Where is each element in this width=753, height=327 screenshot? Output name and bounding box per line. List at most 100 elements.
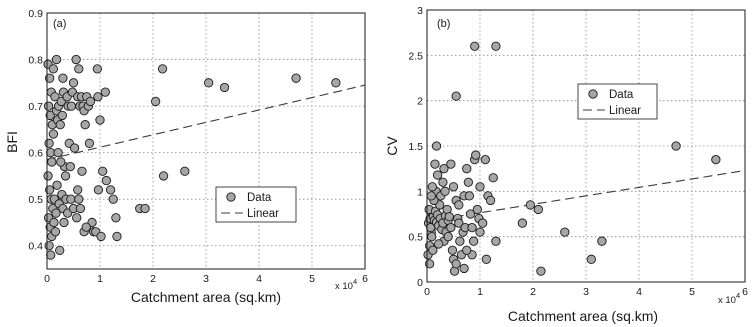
cv-data-point <box>467 222 477 233</box>
cv-data-point <box>475 182 485 192</box>
bfi-data-point <box>60 171 71 181</box>
bfi-data-point <box>55 245 65 256</box>
cv-y-axis-title: CV <box>384 136 400 156</box>
cv-data-point <box>477 218 488 228</box>
cv-axes-frame <box>426 9 746 283</box>
bfi-y-tick-label: 0.7 <box>28 101 43 113</box>
bfi-data-point <box>108 194 118 204</box>
cv-y-tick-label: 0 <box>417 277 423 289</box>
bfi-y-tick-label: 0.5 <box>28 194 43 206</box>
cv-y-tick-label: 1 <box>417 186 423 198</box>
cv-linear-fit-line <box>426 169 746 222</box>
bfi-x-tick-label: 1 <box>97 273 103 285</box>
bfi-data-point <box>158 171 169 181</box>
cv-data-point <box>491 41 501 51</box>
bfi-data-point <box>45 110 55 121</box>
bfi-data-point <box>45 73 55 83</box>
bfi-x-ticks: 0 1 2 3 4 5 6 <box>44 273 368 285</box>
cv-data-point <box>451 259 461 269</box>
bfi-data-point <box>57 110 68 121</box>
cv-linear-fit <box>426 169 746 222</box>
cv-data-point <box>430 159 440 169</box>
bfi-y-tick-label: 0.8 <box>28 55 43 67</box>
bfi-data-point <box>98 166 108 176</box>
cv-data-point <box>427 182 437 192</box>
cv-data-point <box>454 200 464 210</box>
bfi-data-point <box>47 157 57 167</box>
cv-data-point <box>426 191 436 201</box>
bfi-axes-frame <box>46 12 366 270</box>
bfi-data-point <box>51 208 61 218</box>
bfi-data-point <box>53 147 63 158</box>
bfi-data-point <box>43 171 53 181</box>
cv-data-point <box>448 182 459 192</box>
cv-data-point <box>671 141 681 151</box>
bfi-data-point <box>68 78 79 88</box>
cv-data-point <box>481 254 492 264</box>
bfi-data-point <box>66 194 76 204</box>
cv-data-point <box>459 263 469 274</box>
cv-x-tick-label: 0 <box>424 286 430 298</box>
bfi-data-point <box>101 175 112 186</box>
bfi-x-tick-label: 2 <box>150 273 156 285</box>
bfi-data-point <box>77 166 87 176</box>
cv-data-point <box>471 150 481 160</box>
bfi-x-tick-label: 4 <box>256 273 262 285</box>
bfi-data-point <box>81 222 91 232</box>
cv-data-point <box>560 227 570 237</box>
bfi-data-point <box>331 78 341 88</box>
cv-x-multiplier: x 104 <box>718 291 740 306</box>
bfi-data-point <box>56 157 66 167</box>
cv-legend-data-marker <box>588 89 598 99</box>
cv-data-point <box>517 218 528 228</box>
bfi-data-point <box>55 120 65 130</box>
bfi-data-point <box>100 87 110 97</box>
cv-data-point <box>434 239 444 249</box>
cv-panel-label: (b) <box>437 18 450 30</box>
cv-panel: 0 1 2 3 4 5 6 0 0.5 1 1.5 2 2.5 3 (b) CV Catchment a… <box>384 5 748 324</box>
cv-data-point <box>446 159 456 169</box>
bfi-data-point <box>111 213 121 223</box>
cv-data-point <box>533 204 543 215</box>
bfi-data-point <box>50 92 60 102</box>
cv-data-point <box>480 154 490 165</box>
bfi-data-point <box>49 217 59 228</box>
cv-y-tick-label: 2 <box>417 96 423 108</box>
bfi-grid <box>47 13 365 269</box>
bfi-data-point <box>73 185 83 195</box>
bfi-data-point <box>45 185 55 195</box>
cv-legend-linear-label: Linear <box>609 105 641 117</box>
bfi-panel: 0 1 2 3 4 5 6 0.4 0.5 0.6 0.7 0.8 0.9 (a) BFI Catch… <box>4 8 368 305</box>
bfi-data-point <box>219 82 230 93</box>
cv-data-point <box>428 245 438 255</box>
bfi-x-multiplier-exp: 4 <box>353 277 357 286</box>
cv-data-point <box>465 209 476 219</box>
cv-x-tick-label: 5 <box>689 286 695 298</box>
bfi-data-point <box>105 185 116 195</box>
cv-data-point <box>586 254 596 264</box>
bfi-y-tick-label: 0.6 <box>28 148 43 160</box>
cv-data-point <box>438 177 448 187</box>
bfi-linear-fit-line <box>46 84 366 161</box>
cv-x-tick-label: 2 <box>530 286 536 298</box>
cv-data-point <box>431 141 442 151</box>
cv-data-point <box>451 91 461 101</box>
bfi-data-point <box>96 231 106 242</box>
cv-data-point <box>446 222 456 233</box>
cv-data-point <box>711 154 721 165</box>
bfi-data-point <box>112 231 122 242</box>
cv-data-point <box>432 170 443 180</box>
bfi-data-point <box>84 138 95 148</box>
bfi-x-multiplier-base: x 10 <box>335 281 353 292</box>
bfi-data-point <box>140 203 150 214</box>
bfi-data-point <box>157 64 168 74</box>
cv-data-point <box>424 259 435 269</box>
cv-data-point <box>440 186 450 196</box>
cv-data-point <box>525 200 535 210</box>
bfi-data-point <box>72 213 82 223</box>
cv-data-point <box>455 236 465 246</box>
cv-y-tick-label: 2.5 <box>408 50 423 62</box>
bfi-data-point <box>69 143 80 153</box>
bfi-data-point <box>291 73 301 83</box>
bfi-data-point <box>203 78 214 88</box>
